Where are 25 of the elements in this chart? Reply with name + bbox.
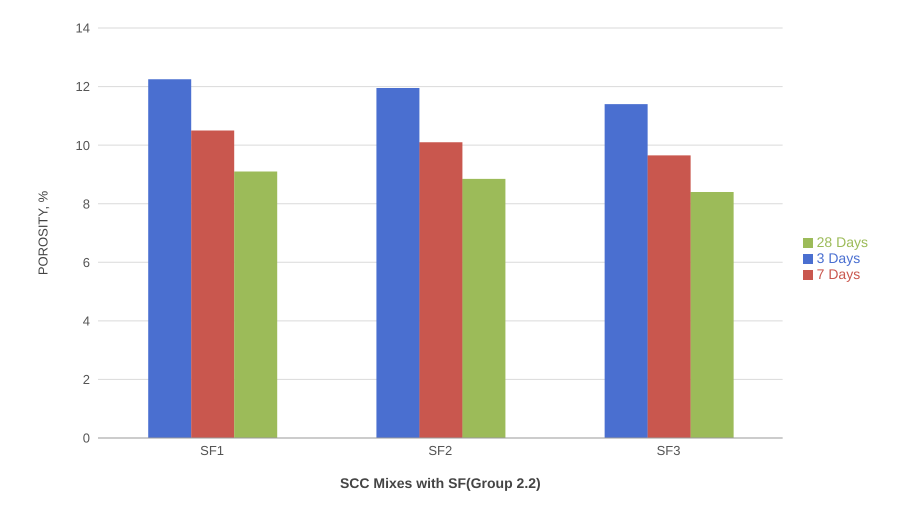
y-tick-label: 10 [76,138,90,153]
y-tick-label: 2 [82,372,90,388]
y-tick-label: 0 [82,430,90,446]
y-tick-label: 8 [82,196,90,212]
y-tick-label: 14 [76,20,90,36]
y-tick-label: 6 [82,254,90,270]
bar [648,155,691,438]
bar [604,104,648,438]
y-tick-label: 12 [76,79,90,94]
bar [376,88,420,438]
y-tick-label: 4 [82,313,90,328]
legend-label: 3 Days [816,250,860,266]
bar [419,142,462,438]
bar [148,79,192,438]
x-tick-label: SF3 [656,443,680,458]
bar [191,130,234,438]
bar [234,172,278,438]
y-axis-title: POROSITY, % [36,190,51,276]
legend-label: 7 Days [816,266,860,282]
legend-label: 28 Days [816,234,868,250]
x-axis-title: SCC Mixes with SF(Group 2.2) [340,475,541,491]
x-tick-label: SF1 [200,443,224,458]
x-tick-label: SF2 [428,443,452,458]
bar [462,178,506,438]
bar [690,192,734,438]
